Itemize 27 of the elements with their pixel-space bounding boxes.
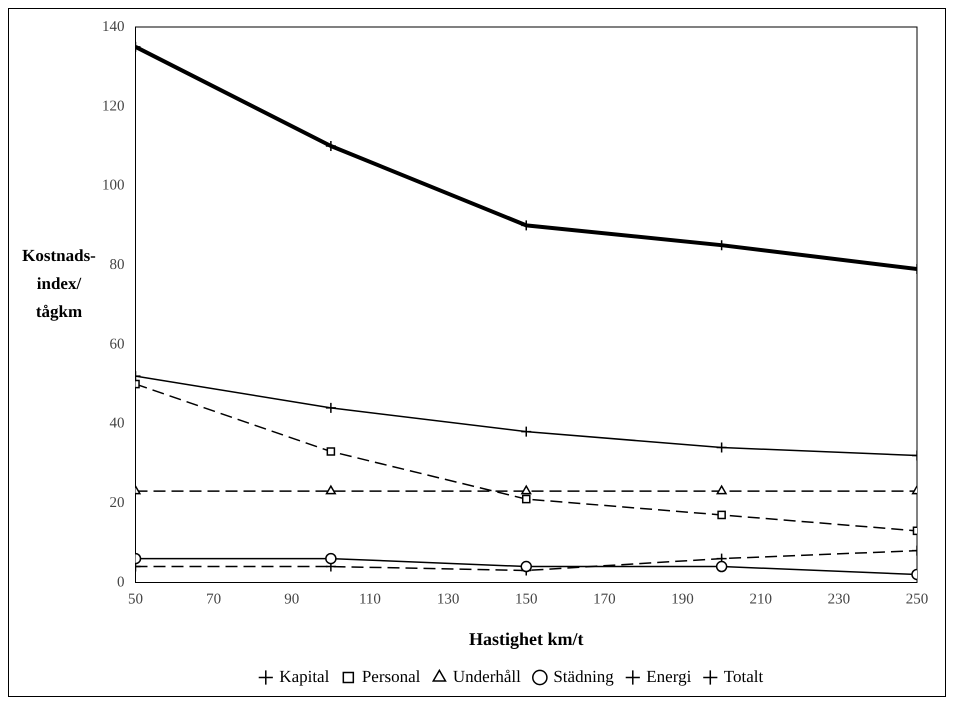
x-tick-label: 230 <box>828 591 850 608</box>
x-tick-label: 90 <box>284 591 300 608</box>
x-tick-label: 150 <box>515 591 538 608</box>
y-tick-label: 60 <box>110 336 124 352</box>
x-tick-label: 210 <box>749 591 772 608</box>
legend-label: Energi <box>646 666 692 686</box>
x-tick-label: 250 <box>906 591 928 608</box>
y-tick-label: 20 <box>110 494 124 511</box>
x-tick-label: 50 <box>128 591 143 608</box>
legend-label: Personal <box>362 666 421 686</box>
x-tick-label: 70 <box>206 591 222 608</box>
y-tick-label: 80 <box>110 256 124 273</box>
legend-label: Kapital <box>279 666 330 686</box>
y-axis-title: Kostnads-index/tågkm <box>22 246 96 322</box>
y-tick-label: 100 <box>102 178 124 194</box>
x-axis-title: Hastighet km/t <box>469 628 584 649</box>
legend-label: Totalt <box>724 666 764 686</box>
x-tick-label: 110 <box>358 591 381 608</box>
legend-label: Underhåll <box>452 666 522 686</box>
legend-label: Städning <box>553 666 614 686</box>
y-tick-label: 120 <box>102 98 124 114</box>
x-tick-label: 130 <box>436 591 460 608</box>
y-tick-label: 140 <box>102 18 124 35</box>
x-tick-label: 170 <box>593 591 616 608</box>
y-tick-label: 40 <box>110 416 124 432</box>
x-tick-label: 190 <box>671 591 694 608</box>
y-tick-label: 0 <box>117 574 124 590</box>
